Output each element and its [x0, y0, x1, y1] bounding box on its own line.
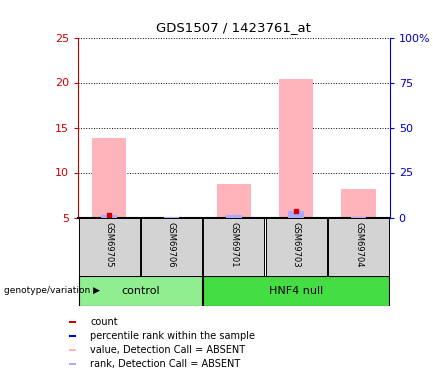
Bar: [226, 215, 242, 217]
Bar: [68, 363, 76, 365]
Text: GSM69706: GSM69706: [167, 222, 176, 267]
Text: count: count: [90, 317, 118, 327]
Text: GSM69701: GSM69701: [229, 222, 238, 267]
Bar: [68, 335, 76, 337]
Bar: [68, 349, 76, 351]
Text: control: control: [121, 286, 160, 296]
Title: GDS1507 / 1423761_at: GDS1507 / 1423761_at: [156, 21, 311, 33]
Bar: [265, 217, 327, 276]
Bar: [68, 321, 76, 323]
Bar: [203, 217, 265, 276]
Bar: [203, 276, 389, 306]
Bar: [328, 217, 389, 276]
Bar: [78, 276, 202, 306]
Text: GSM69703: GSM69703: [292, 222, 301, 267]
Text: percentile rank within the sample: percentile rank within the sample: [90, 331, 255, 341]
Text: GSM69705: GSM69705: [105, 222, 113, 267]
Text: value, Detection Call = ABSENT: value, Detection Call = ABSENT: [90, 345, 245, 355]
Text: HNF4 null: HNF4 null: [269, 286, 323, 296]
Bar: [341, 189, 376, 218]
Bar: [78, 217, 140, 276]
Text: GSM69704: GSM69704: [354, 222, 363, 267]
Bar: [288, 211, 304, 217]
Text: genotype/variation ▶: genotype/variation ▶: [4, 286, 100, 295]
Bar: [92, 138, 126, 218]
Bar: [216, 184, 251, 218]
Text: rank, Detection Call = ABSENT: rank, Detection Call = ABSENT: [90, 359, 240, 369]
Bar: [279, 79, 313, 218]
Bar: [141, 217, 202, 276]
Bar: [101, 215, 117, 217]
